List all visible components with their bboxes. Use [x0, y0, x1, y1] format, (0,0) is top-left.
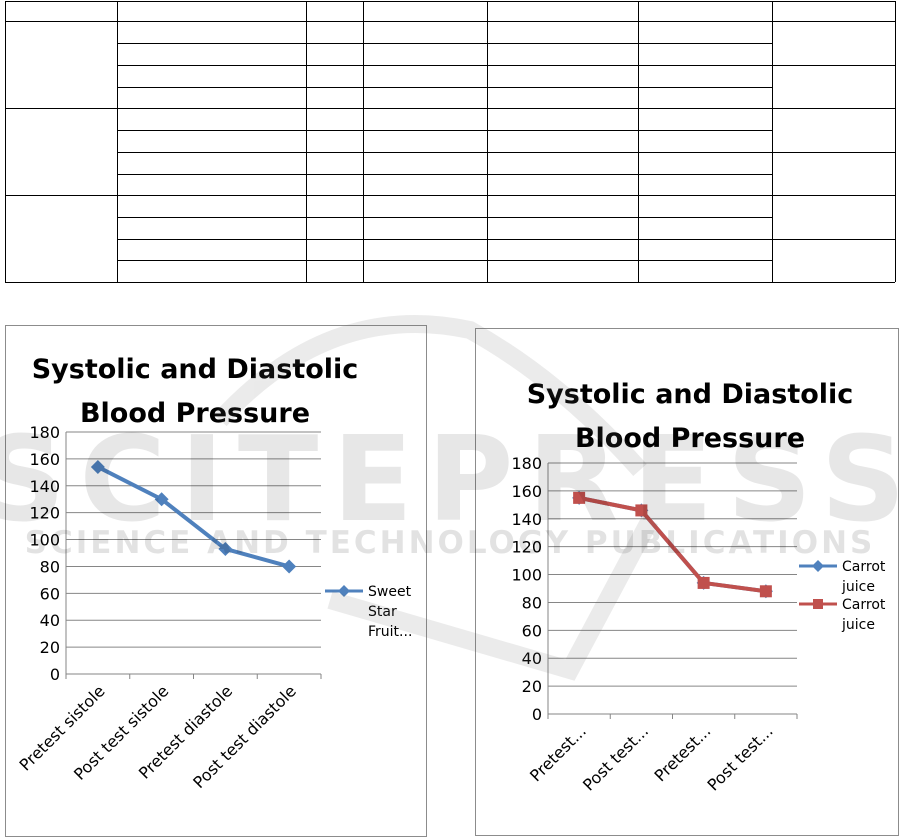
- legend-label: Star: [368, 604, 397, 620]
- y-tick-label: 0: [532, 705, 542, 724]
- y-tick-label: 20: [40, 638, 60, 657]
- legend-label: juice: [841, 579, 875, 595]
- data-point-diamond: [218, 541, 233, 556]
- blank-data-table: [5, 1, 896, 283]
- chart-title-line2: Blood Pressure: [575, 423, 805, 454]
- series-line-2: [578, 495, 767, 594]
- y-tick-label: 40: [522, 649, 542, 668]
- legend-label: Carrot: [842, 559, 886, 575]
- data-point-square: [759, 585, 772, 598]
- y-tick-label: 120: [511, 538, 542, 557]
- legend-label: Carrot: [842, 597, 886, 613]
- data-point-square: [635, 504, 648, 517]
- y-tick-label: 0: [50, 665, 60, 684]
- y-tick-label: 140: [511, 510, 542, 529]
- data-point-square: [573, 491, 586, 504]
- y-tick-label: 180: [29, 423, 60, 442]
- y-tick-label: 80: [522, 593, 542, 612]
- legend-marker: [338, 585, 350, 597]
- y-tick-label: 160: [511, 482, 542, 501]
- y-tick-label: 120: [29, 504, 60, 523]
- y-tick-label: 100: [29, 531, 60, 550]
- y-tick-label: 20: [522, 677, 542, 696]
- y-tick-label: 100: [511, 566, 542, 585]
- y-tick-label: 40: [40, 611, 60, 630]
- y-tick-label: 60: [40, 584, 60, 603]
- chart-frame: [5, 325, 427, 837]
- data-point-diamond: [90, 459, 105, 474]
- legend-label: Sweet: [368, 584, 412, 600]
- y-tick-label: 160: [29, 450, 60, 469]
- legend-marker: [813, 599, 823, 609]
- data-point-diamond: [154, 492, 169, 507]
- chart-title-line1: Systolic and Diastolic: [32, 354, 359, 385]
- y-tick-label: 80: [40, 557, 60, 576]
- chart-title-line1: Systolic and Diastolic: [527, 379, 854, 410]
- y-tick-label: 180: [511, 454, 542, 473]
- legend-label: Fruit...: [368, 624, 412, 640]
- data-point-square: [697, 576, 710, 589]
- left-line-chart: Systolic and Diastolic Blood Pressure 0 2…: [5, 325, 427, 837]
- legend-marker: [812, 560, 824, 572]
- series-line-1: [96, 465, 290, 569]
- right-line-chart: Systolic and Diastolic Blood Pressure 0 2…: [475, 328, 899, 836]
- y-tick-label: 140: [29, 477, 60, 496]
- data-point-diamond: [282, 559, 297, 574]
- chart-title-line2: Blood Pressure: [80, 398, 310, 429]
- chart-frame: [475, 328, 899, 836]
- legend-label: juice: [841, 617, 875, 633]
- y-tick-label: 60: [522, 621, 542, 640]
